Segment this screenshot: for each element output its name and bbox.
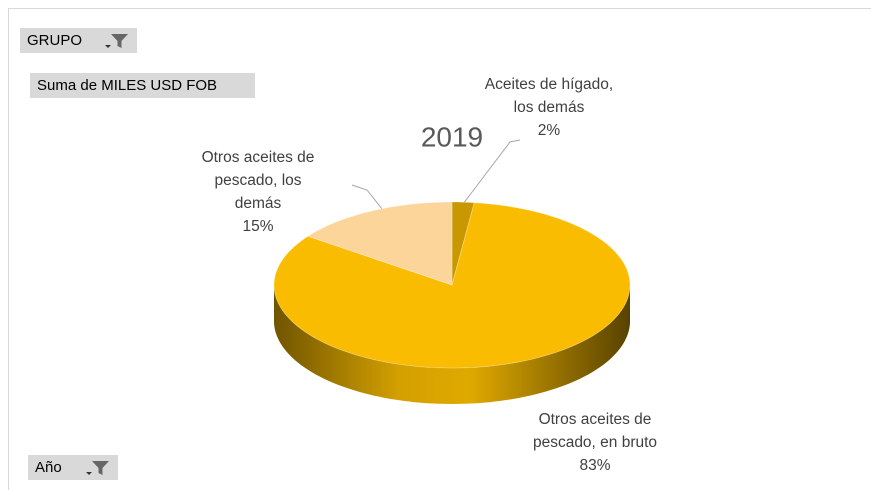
filter-icon — [86, 461, 109, 475]
chart-title: 2019 — [421, 121, 483, 152]
leader-line — [462, 139, 521, 205]
value-label: 15% — [242, 218, 274, 235]
slice-side-shade — [274, 285, 630, 404]
value-label: 2% — [537, 122, 561, 139]
value-label: 83% — [579, 457, 611, 474]
button-label: Año — [35, 459, 62, 476]
category-label: Otros aceites de pescado, los demás — [201, 149, 315, 212]
data-label: Otros aceites de pescado, en bruto 83% — [520, 408, 670, 477]
slice — [273, 202, 631, 369]
category-label: Otros aceites de pescado, en bruto — [532, 411, 658, 451]
axis-button[interactable]: Año — [28, 455, 118, 480]
button-label: GRUPO — [27, 32, 83, 49]
values-button[interactable]: Suma de MILES USD FOB — [30, 73, 255, 98]
data-label: Aceites de hígado, los demás 2% — [474, 73, 624, 142]
chart-border — [8, 8, 871, 490]
data-label: Otros aceites de pescado, los demás 15% — [190, 146, 326, 238]
filter-button[interactable]: GRUPO — [20, 28, 137, 53]
button-label: Suma de MILES USD FOB — [37, 77, 218, 94]
leader-line — [351, 184, 387, 215]
pie — [273, 201, 631, 404]
filter-icon — [105, 34, 128, 48]
slice — [307, 201, 453, 286]
category-label: Aceites de hígado, los demás — [484, 76, 614, 116]
